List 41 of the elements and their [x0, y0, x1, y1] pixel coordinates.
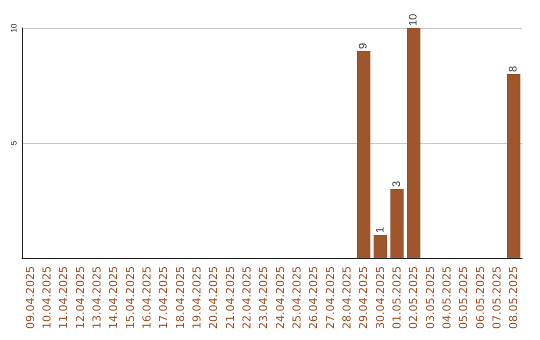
x-tick-label: 07.05.2025: [490, 266, 504, 330]
x-tick-label: 30.04.2025: [374, 266, 387, 330]
x-tick-label: 16.04.2025: [140, 266, 154, 330]
x-tick-label: 29.04.2025: [357, 266, 370, 330]
data-label: 10: [408, 14, 420, 26]
x-tick-label: 05.05.2025: [457, 266, 470, 330]
x-tick-label: 21.04.2025: [224, 266, 237, 330]
data-label: 9: [358, 42, 370, 49]
x-tick-label: 14.04.2025: [107, 266, 120, 330]
y-tick-label: 5: [10, 140, 18, 146]
x-tick-label: 03.05.2025: [424, 266, 437, 330]
x-tick-label: 26.04.2025: [307, 266, 320, 330]
x-tick-label: 19.04.2025: [190, 266, 204, 330]
x-tick-label: 13.04.2025: [90, 266, 104, 330]
data-label: 1: [374, 226, 386, 234]
x-tick-label: 08.05.2025: [507, 266, 520, 330]
x-tick-label: 18.04.2025: [174, 266, 187, 330]
x-tick-label: 28.04.2025: [340, 266, 354, 330]
x-tick-label: 11.04.2025: [57, 266, 70, 330]
data-label: 8: [508, 66, 520, 72]
x-tick-label: 10.04.2025: [40, 266, 54, 330]
x-tick-label: 25.04.2025: [290, 266, 304, 330]
x-tick-label: 22.04.2025: [240, 266, 254, 330]
bar: [357, 51, 370, 258]
x-tick-label: 15.04.2025: [124, 266, 137, 330]
x-tick-label: 09.04.2025: [24, 266, 37, 330]
bar: [390, 189, 404, 258]
bar: [374, 235, 387, 258]
x-tick-label: 24.04.2025: [274, 266, 287, 330]
x-tick-label: 23.04.2025: [257, 266, 270, 330]
x-tick-label: 06.05.2025: [474, 266, 487, 330]
x-tick-label: 27.04.2025: [324, 266, 337, 330]
bar: [407, 28, 420, 258]
x-tick-label: 12.04.2025: [74, 266, 87, 330]
data-label: 3: [391, 180, 403, 188]
x-tick-label: 04.05.2025: [440, 266, 454, 330]
x-tick-label: 01.05.2025: [390, 266, 404, 330]
x-tick-label: 17.04.2025: [157, 266, 170, 330]
x-tick-label: 20.04.2025: [207, 266, 220, 330]
bar: [507, 74, 520, 258]
x-tick-label: 02.05.2025: [407, 266, 420, 330]
